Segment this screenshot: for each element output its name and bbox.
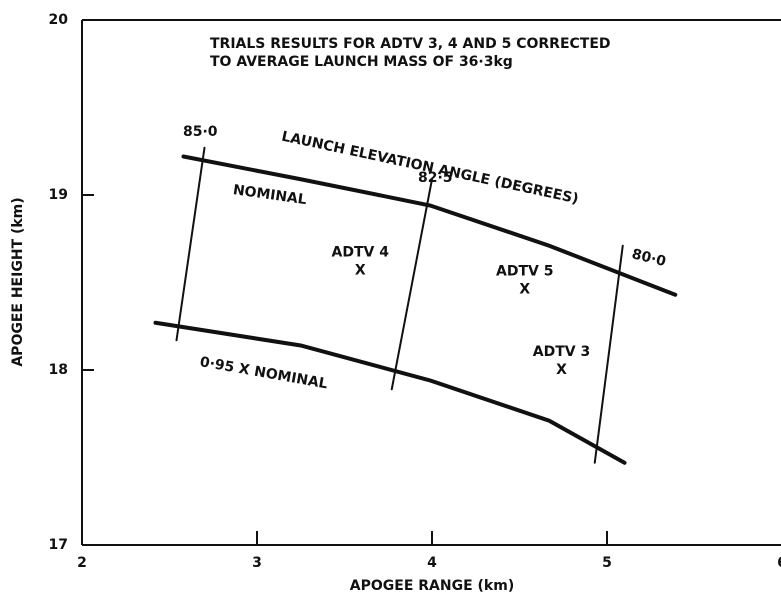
x-tick-label: 6 xyxy=(777,555,781,571)
point-marker: X xyxy=(556,362,567,378)
point-marker: X xyxy=(519,282,530,298)
curve-label: 80·0 xyxy=(630,246,668,270)
y-tick-label: 17 xyxy=(49,537,68,553)
curve-label: 0·95 X NOMINAL xyxy=(199,354,329,392)
y-tick-label: 18 xyxy=(49,362,68,378)
point-label: ADTV 4 xyxy=(332,244,390,260)
y-tick-label: 20 xyxy=(49,12,69,28)
x-tick-label: 4 xyxy=(427,555,437,571)
x-tick-label: 5 xyxy=(602,555,612,571)
x-tick-label: 2 xyxy=(77,555,87,571)
curve xyxy=(593,244,624,464)
y-tick-label: 19 xyxy=(49,187,68,203)
y-axis-label: APOGEE HEIGHT (km) xyxy=(10,197,26,366)
curve xyxy=(175,146,206,342)
x-axis-label: APOGEE RANGE (km) xyxy=(350,578,514,594)
point-marker: X xyxy=(355,262,366,278)
point-label: ADTV 3 xyxy=(533,344,590,360)
curve xyxy=(390,178,433,391)
curve xyxy=(153,320,627,465)
x-tick-label: 3 xyxy=(252,555,262,571)
curve-label: 82·5 xyxy=(418,170,453,186)
curve-label: NOMINAL xyxy=(232,182,308,208)
annotation: LAUNCH ELEVATION ANGLE (DEGREES) xyxy=(280,129,580,208)
curve xyxy=(181,154,678,297)
chart-title: TRIALS RESULTS FOR ADTV 3, 4 AND 5 CORRE… xyxy=(210,36,611,52)
curve-label: 85·0 xyxy=(183,124,218,140)
chart-subtitle: TO AVERAGE LAUNCH MASS OF 36·3kg xyxy=(210,54,513,70)
point-label: ADTV 5 xyxy=(496,264,553,280)
